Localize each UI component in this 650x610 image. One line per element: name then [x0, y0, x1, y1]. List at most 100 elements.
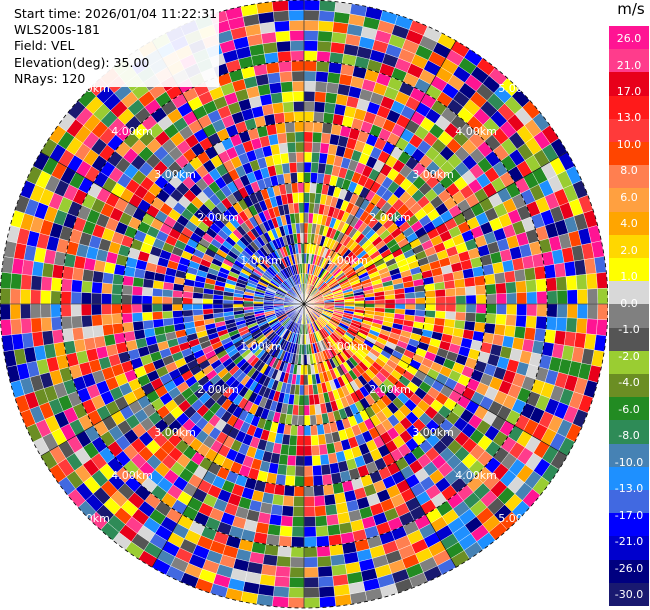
velocity-gate: [274, 20, 290, 33]
velocity-gate: [142, 319, 155, 330]
velocity-gate: [232, 303, 244, 308]
velocity-gate: [293, 496, 305, 507]
velocity-gate: [316, 535, 330, 548]
velocity-gate: [485, 283, 497, 295]
velocity-gate: [473, 275, 486, 287]
velocity-gate: [292, 192, 299, 204]
velocity-gate: [303, 141, 313, 153]
colorbar-tick-label: -13.0: [614, 482, 644, 495]
velocity-gate: [296, 435, 305, 447]
velocity-gate: [290, 172, 298, 184]
velocity-gate: [577, 303, 588, 319]
velocity-gate: [40, 276, 53, 291]
velocity-gate: [515, 314, 527, 328]
velocity-gate: [296, 425, 305, 436]
velocity-gate: [475, 294, 487, 305]
velocity-gate: [162, 289, 174, 298]
velocity-gate: [317, 565, 333, 578]
range-ring-label: 3.00km: [154, 426, 196, 439]
velocity-gate: [151, 303, 163, 313]
velocity-gate: [325, 92, 338, 104]
velocity-gate: [112, 273, 124, 286]
velocity-gate: [309, 404, 316, 416]
velocity-gate: [514, 268, 526, 282]
device-name-text: WLS200s-181: [14, 22, 100, 38]
velocity-gate: [494, 272, 506, 285]
velocity-gate: [192, 309, 204, 316]
velocity-gate: [505, 314, 517, 327]
velocity-gate: [303, 526, 317, 538]
velocity-gate: [303, 192, 310, 203]
velocity-gate: [280, 515, 294, 527]
velocity-gate: [515, 280, 527, 294]
velocity-gate: [284, 121, 296, 133]
velocity-gate: [91, 281, 103, 294]
velocity-gate: [292, 506, 305, 517]
velocity-gate: [123, 330, 136, 343]
velocity-gate: [262, 41, 278, 54]
velocity-gate: [435, 296, 447, 305]
velocity-gate: [536, 291, 548, 305]
velocity-gate: [294, 465, 305, 477]
velocity-gate: [1, 334, 14, 352]
velocity-gate: [330, 472, 343, 485]
velocity-gate: [303, 405, 310, 416]
velocity-gate: [475, 303, 487, 314]
velocity-gate: [71, 315, 83, 329]
velocity-gate: [494, 323, 506, 336]
velocity-gate: [172, 310, 184, 318]
velocity-gate: [40, 317, 53, 332]
velocity-gate: [172, 316, 185, 325]
velocity-gate: [61, 328, 74, 343]
velocity-gate: [303, 415, 311, 426]
velocity-gate: [283, 172, 292, 185]
velocity-gate: [212, 303, 224, 309]
velocity-gate: [294, 131, 305, 143]
velocity-gate: [121, 312, 133, 324]
velocity-gate: [544, 329, 557, 344]
velocity-gate: [243, 303, 254, 308]
velocity-gate: [295, 151, 305, 163]
velocity-gate: [316, 60, 330, 73]
start-time-text: Start time: 2026/01/04 11:22:31: [14, 6, 218, 21]
velocity-gate: [575, 274, 588, 290]
velocity-gate: [318, 20, 334, 33]
velocity-gate: [329, 462, 341, 475]
velocity-gate: [112, 322, 124, 335]
velocity-gate: [308, 384, 314, 396]
velocity-gate: [303, 435, 312, 447]
velocity-gate: [496, 303, 507, 315]
velocity-gate: [425, 303, 436, 312]
velocity-gate: [504, 270, 516, 283]
velocity-gate: [298, 394, 305, 406]
velocity-gate: [122, 321, 135, 333]
velocity-gate: [455, 295, 467, 305]
velocity-gate: [290, 50, 305, 62]
velocity-gate: [172, 296, 183, 305]
velocity-gate: [273, 10, 290, 22]
velocity-gate: [384, 303, 396, 309]
velocity-gate: [384, 299, 396, 305]
velocity-gate: [132, 276, 145, 288]
velocity-gate: [577, 289, 588, 305]
velocity-gate: [317, 555, 332, 568]
velocity-gate: [415, 303, 426, 311]
velocity-gate: [311, 455, 322, 467]
velocity-gate: [311, 152, 321, 164]
velocity-gate: [275, 30, 291, 43]
velocity-gate: [526, 291, 538, 305]
velocity-gate: [319, 596, 336, 608]
velocity-gate: [152, 311, 164, 321]
velocity-gate: [111, 313, 123, 325]
velocity-gate: [462, 267, 475, 279]
velocity-gate: [310, 172, 318, 184]
velocity-gate: [262, 554, 278, 567]
velocity-gate: [288, 9, 305, 21]
velocity-gate: [161, 296, 173, 305]
velocity-gate: [303, 9, 320, 21]
velocity-gate: [303, 536, 317, 548]
velocity-gate: [555, 276, 568, 291]
velocity-gate: [289, 566, 305, 578]
velocity-gate: [303, 597, 321, 609]
velocity-gate: [81, 280, 93, 294]
